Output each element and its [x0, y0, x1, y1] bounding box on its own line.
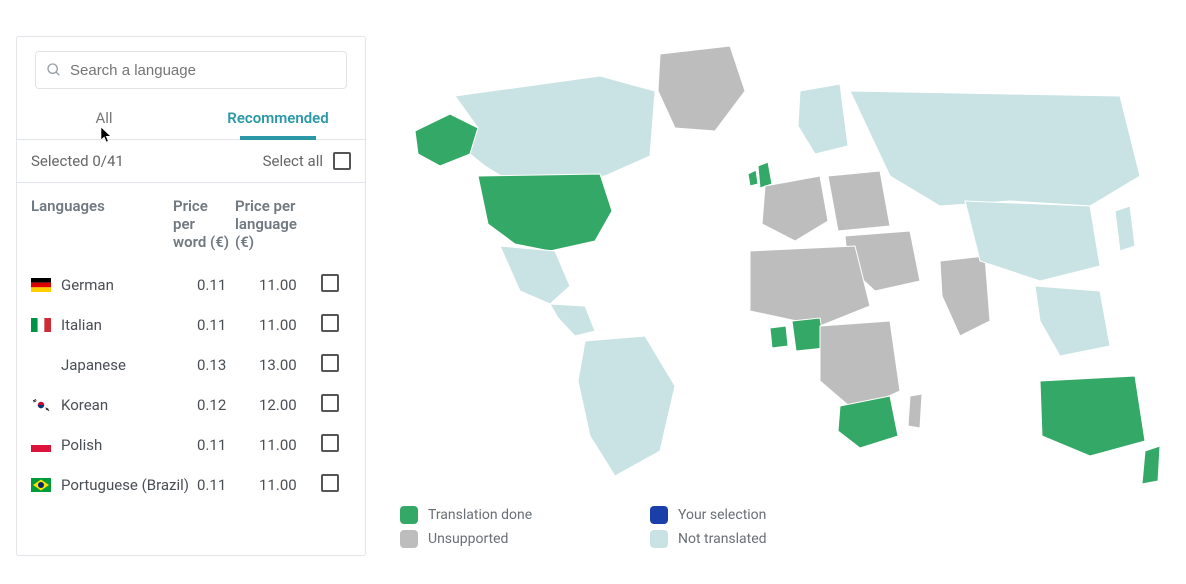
map-region-north_africa[interactable]: [750, 246, 870, 326]
map-region-mexico[interactable]: [500, 246, 570, 304]
flag-icon: [31, 438, 51, 452]
price-per-word: 0.11: [197, 276, 255, 294]
map-region-madagascar[interactable]: [908, 394, 922, 428]
selected-count-label: Selected 0/41: [31, 152, 124, 170]
map-region-usa[interactable]: [478, 174, 612, 251]
row-checkbox[interactable]: [321, 474, 339, 492]
legend-label-done: Translation done: [428, 507, 532, 523]
column-headers: Languages Price per word (€) Price per l…: [17, 183, 365, 265]
select-all-checkbox[interactable]: [333, 152, 351, 170]
map-region-east_europe[interactable]: [828, 171, 890, 231]
language-name: Japanese: [61, 356, 126, 374]
tab-all[interactable]: All: [17, 99, 191, 139]
price-per-word: 0.12: [197, 396, 255, 414]
language-name: Polish: [61, 436, 102, 454]
map-region-central_america[interactable]: [550, 304, 595, 336]
legend-label-unsupported: Unsupported: [428, 531, 508, 547]
language-row: Polish 0.1111.00: [17, 425, 365, 465]
flag-icon: [31, 358, 51, 372]
col-price-per-language: Price per language (€): [235, 197, 317, 251]
language-name: Portuguese (Brazil): [61, 476, 189, 494]
language-cell: German: [31, 276, 193, 294]
map-region-india[interactable]: [940, 256, 990, 336]
map-region-australia[interactable]: [1040, 376, 1145, 456]
price-per-language: 11.00: [259, 436, 317, 454]
legend-done: Translation done: [400, 506, 650, 524]
language-cell: Italian: [31, 316, 193, 334]
search-input[interactable]: [70, 62, 336, 79]
map-region-japan[interactable]: [1115, 206, 1135, 251]
row-checkbox[interactable]: [321, 274, 339, 292]
world-map-svg: [400, 36, 1160, 496]
flag-icon: [31, 318, 51, 332]
price-per-word: 0.11: [197, 316, 255, 334]
price-per-language: 13.00: [259, 356, 317, 374]
language-cell: Korean: [31, 396, 193, 414]
selection-summary-row: Selected 0/41 Select all: [17, 140, 365, 183]
legend-not-translated: Not translated: [650, 530, 900, 548]
map-region-alaska[interactable]: [415, 114, 478, 166]
price-per-word: 0.13: [197, 356, 255, 374]
price-per-language: 11.00: [259, 276, 317, 294]
legend-unsupported: Unsupported: [400, 530, 650, 548]
flag-icon: [31, 478, 51, 492]
row-checkbox[interactable]: [321, 314, 339, 332]
map-region-canada[interactable]: [455, 76, 655, 186]
legend-selection: Your selection: [650, 506, 900, 524]
legend-swatch-unsupported: [400, 530, 418, 548]
row-checkbox[interactable]: [321, 434, 339, 452]
map-legend: Translation done Your selection Unsuppor…: [400, 506, 900, 548]
legend-label-not-translated: Not translated: [678, 531, 767, 547]
legend-swatch-done: [400, 506, 418, 524]
language-name: German: [61, 276, 114, 294]
map-region-russia[interactable]: [850, 91, 1140, 206]
map-region-uk[interactable]: [758, 162, 772, 188]
col-languages: Languages: [31, 197, 169, 215]
price-per-language: 11.00: [259, 316, 317, 334]
search-icon: [46, 62, 62, 78]
tabs-bar: All Recommended: [17, 99, 365, 140]
search-wrap: [17, 37, 365, 99]
legend-label-selection: Your selection: [678, 507, 766, 523]
map-region-se_asia[interactable]: [1035, 286, 1110, 356]
flag-icon: [31, 278, 51, 292]
map-region-greenland[interactable]: [658, 46, 745, 131]
language-row: Portuguese (Brazil) 0.1111.00: [17, 465, 365, 505]
legend-swatch-selection: [650, 506, 668, 524]
flag-icon: [31, 398, 51, 412]
col-price-per-word: Price per word (€): [173, 197, 231, 251]
language-name: Korean: [61, 396, 108, 414]
tab-recommended[interactable]: Recommended: [191, 99, 365, 139]
language-cell: Japanese: [31, 356, 193, 374]
map-region-south_america[interactable]: [578, 336, 675, 476]
language-row: German 0.1111.00: [17, 265, 365, 305]
price-per-word: 0.11: [197, 436, 255, 454]
legend-swatch-not-translated: [650, 530, 668, 548]
map-region-ireland[interactable]: [748, 170, 758, 186]
map-region-new_zealand[interactable]: [1142, 446, 1160, 484]
price-per-word: 0.11: [197, 476, 255, 494]
map-region-scandinavia[interactable]: [798, 84, 848, 154]
select-all-label: Select all: [263, 152, 323, 170]
language-cell: Polish: [31, 436, 193, 454]
language-row: Japanese 0.1313.00: [17, 345, 365, 385]
map-region-ghana[interactable]: [770, 326, 788, 348]
language-row: Italian 0.1111.00: [17, 305, 365, 345]
search-box[interactable]: [35, 51, 347, 89]
world-map: [400, 36, 1160, 496]
row-checkbox[interactable]: [321, 354, 339, 372]
price-per-language: 12.00: [259, 396, 317, 414]
select-all-group: Select all: [263, 152, 351, 170]
price-per-language: 11.00: [259, 476, 317, 494]
language-name: Italian: [61, 316, 102, 334]
language-rows: German0.1111.00Italian0.1111.00Japanese0…: [17, 265, 365, 555]
language-cell: Portuguese (Brazil): [31, 476, 193, 494]
language-panel: All Recommended Selected 0/41 Select all…: [16, 36, 366, 556]
language-row: Korean 0.1212.00: [17, 385, 365, 425]
row-checkbox[interactable]: [321, 394, 339, 412]
map-region-west_europe[interactable]: [762, 176, 828, 241]
